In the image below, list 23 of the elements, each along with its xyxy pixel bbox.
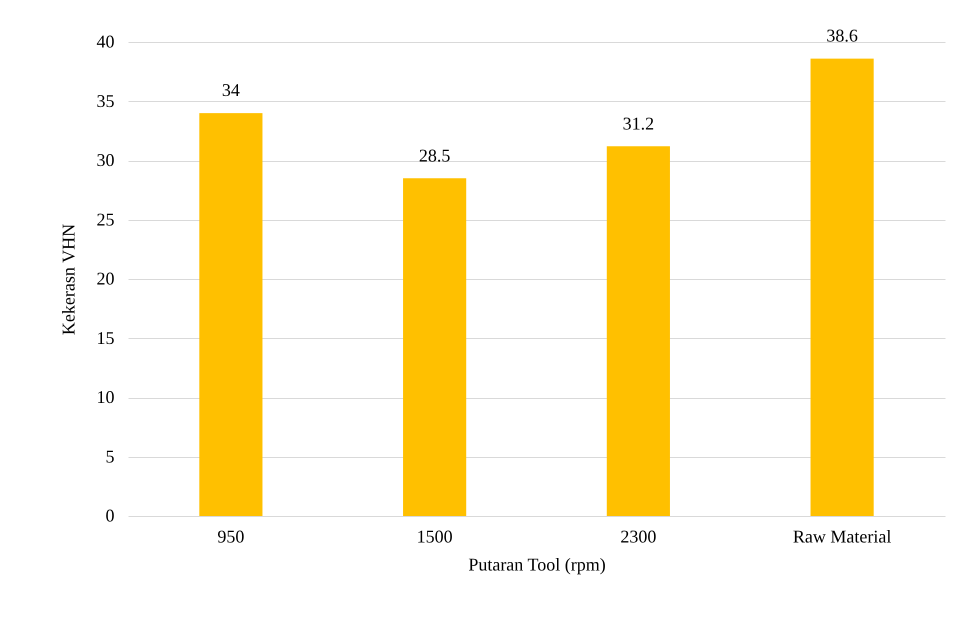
bar (199, 113, 262, 516)
data-label: 34 (222, 80, 240, 100)
x-tick-label: Raw Material (792, 526, 892, 546)
y-tick-label: 15 (96, 328, 114, 348)
x-axis-title: Putaran Tool (rpm) (468, 554, 606, 574)
y-tick-label: 25 (96, 209, 114, 230)
x-tick-label: 1500 (416, 526, 453, 546)
bar (606, 146, 670, 516)
x-tick-label: 2300 (620, 526, 656, 546)
data-label: 28.5 (418, 145, 450, 166)
data-label: 38.6 (826, 26, 858, 46)
y-tick-label: 0 (106, 506, 114, 526)
y-tick-label: 10 (96, 387, 114, 407)
data-label: 31.2 (622, 113, 654, 134)
y-axis-title: Kekerasn VHN (58, 224, 78, 336)
y-tick-label: 35 (96, 90, 114, 111)
y-tick-label: 20 (96, 268, 114, 288)
x-tick-label: 950 (217, 526, 244, 546)
y-tick-label: 40 (96, 32, 114, 52)
bar (403, 178, 466, 516)
bar (810, 58, 874, 516)
y-tick-label: 30 (96, 150, 114, 170)
y-tick-label: 5 (106, 446, 114, 466)
